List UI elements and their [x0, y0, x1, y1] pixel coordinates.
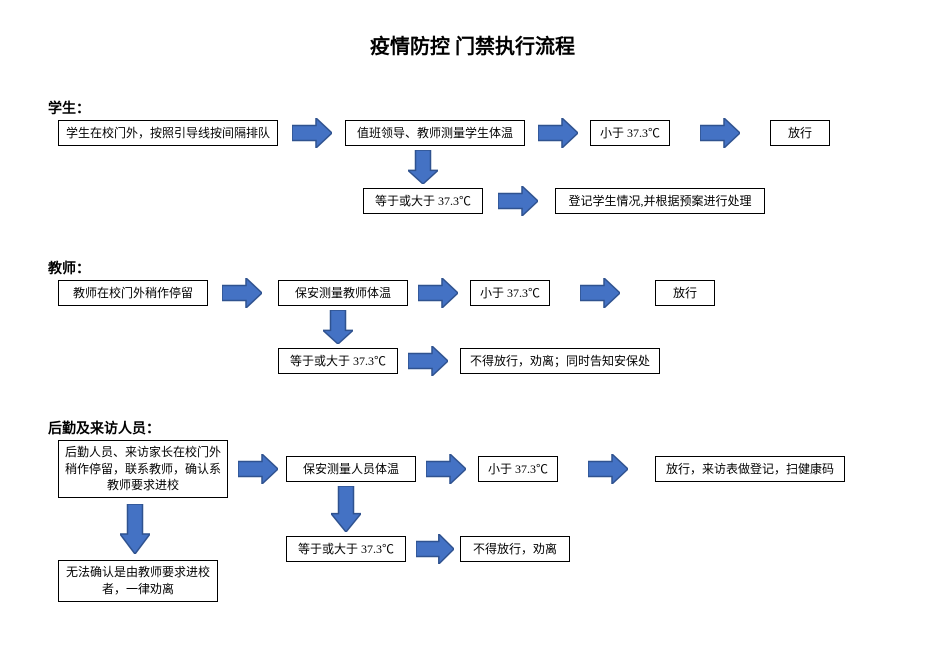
flow-box-s6: 登记学生情况,并根据预案进行处理 — [555, 188, 765, 214]
arrow-right-icon — [292, 118, 332, 148]
flow-box-v1: 后勤人员、来访家长在校门外稍作停留，联系教师，确认系教师要求进校 — [58, 440, 228, 498]
flow-box-v5: 等于或大于 37.3℃ — [286, 536, 406, 562]
arrow-down-icon — [323, 310, 353, 344]
flow-box-s5: 等于或大于 37.3℃ — [363, 188, 483, 214]
arrow-right-icon — [700, 118, 740, 148]
flow-box-t2: 保安测量教师体温 — [278, 280, 408, 306]
arrow-right-icon — [538, 118, 578, 148]
flow-box-v6: 不得放行，劝离 — [460, 536, 570, 562]
flow-box-s3: 小于 37.3℃ — [590, 120, 670, 146]
section-label-student: 学生： — [48, 98, 90, 118]
arrow-right-icon — [416, 534, 454, 564]
arrow-right-icon — [580, 278, 620, 308]
section-label-visitor: 后勤及来访人员： — [48, 418, 160, 438]
flow-box-s4: 放行 — [770, 120, 830, 146]
flow-box-v2: 保安测量人员体温 — [286, 456, 416, 482]
flow-box-t6: 不得放行，劝离；同时告知安保处 — [460, 348, 660, 374]
flow-box-s2: 值班领导、教师测量学生体温 — [345, 120, 525, 146]
flow-box-v7: 无法确认是由教师要求进校者，一律劝离 — [58, 560, 218, 602]
flow-box-v4: 放行，来访表做登记，扫健康码 — [655, 456, 845, 482]
flow-box-s1: 学生在校门外，按照引导线按间隔排队 — [58, 120, 278, 146]
flow-box-v3: 小于 37.3℃ — [478, 456, 558, 482]
arrow-down-icon — [331, 486, 361, 532]
page-title: 疫情防控 门禁执行流程 — [0, 30, 945, 59]
arrow-down-icon — [408, 150, 438, 184]
flow-box-t1: 教师在校门外稍作停留 — [58, 280, 208, 306]
arrow-down-icon — [120, 504, 150, 554]
arrow-right-icon — [418, 278, 458, 308]
arrow-right-icon — [426, 454, 466, 484]
flow-box-t3: 小于 37.3℃ — [470, 280, 550, 306]
flow-box-t5: 等于或大于 37.3℃ — [278, 348, 398, 374]
arrow-right-icon — [588, 454, 628, 484]
arrow-right-icon — [238, 454, 278, 484]
arrow-right-icon — [408, 346, 448, 376]
arrow-right-icon — [498, 186, 538, 216]
section-label-teacher: 教师： — [48, 258, 90, 278]
arrow-right-icon — [222, 278, 262, 308]
flow-box-t4: 放行 — [655, 280, 715, 306]
